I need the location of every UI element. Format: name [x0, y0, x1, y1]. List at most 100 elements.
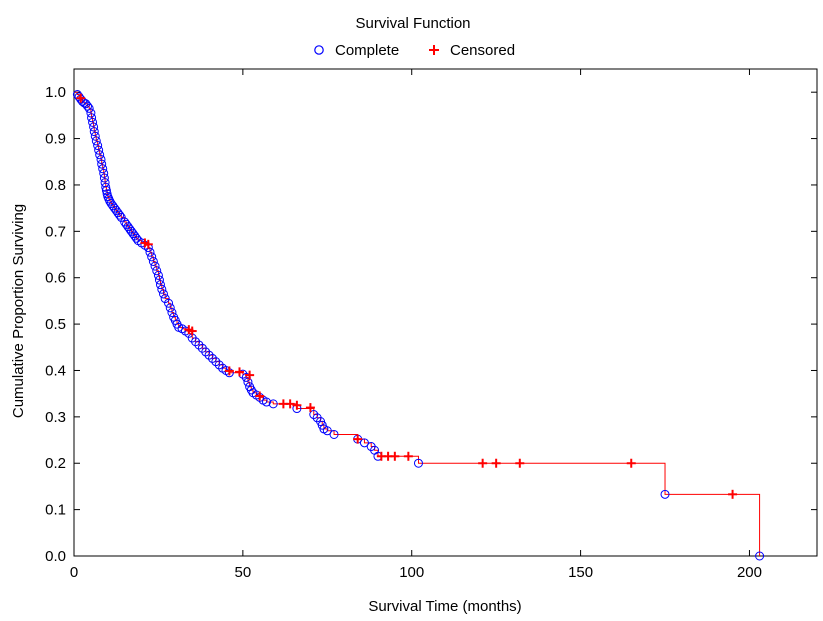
complete-point: [101, 182, 111, 192]
y-axis-label: Cumulative Proportion Surviving: [10, 204, 27, 418]
censored-point: [305, 403, 315, 413]
x-tick-label: 50: [235, 564, 252, 581]
chart-title: Survival Function: [355, 15, 470, 32]
complete-point: [111, 205, 121, 215]
x-tick-label: 150: [568, 564, 593, 581]
censored-point: [245, 370, 255, 380]
complete-point: [153, 270, 163, 280]
complete-point: [99, 173, 109, 183]
complete-point: [131, 233, 141, 243]
complete-point: [214, 360, 224, 370]
complete-point: [191, 337, 201, 347]
complete-point: [329, 429, 339, 439]
complete-point: [86, 108, 96, 118]
complete-point: [130, 231, 140, 241]
complete-point: [413, 458, 423, 468]
censored-point: [478, 458, 488, 468]
complete-point: [93, 141, 103, 151]
complete-point: [89, 127, 99, 137]
complete-point: [157, 284, 167, 294]
y-tick-label: 0.6: [45, 270, 66, 287]
y-tick-label: 0.0: [45, 548, 66, 565]
complete-point: [211, 357, 221, 367]
complete-point: [125, 224, 135, 234]
complete-point: [126, 226, 136, 236]
censored-point: [353, 434, 363, 444]
legend: Complete Censored: [314, 42, 515, 59]
complete-point: [201, 347, 211, 357]
complete-point: [165, 303, 175, 313]
x-axis-label: Survival Time (months): [368, 598, 521, 615]
complete-point: [90, 131, 100, 141]
y-tick-label: 1.0: [45, 84, 66, 101]
complete-point: [120, 217, 130, 227]
y-tick-label: 0.1: [45, 502, 66, 519]
y-axis: 0.0 0.1 0.2 0.3 0.4 0.5 0.6 0.7 0.8 0.9 1.0: [45, 84, 817, 565]
censored-point: [390, 451, 400, 461]
complete-point: [164, 298, 174, 308]
complete-point: [91, 136, 101, 146]
complete-point: [155, 280, 165, 290]
censored-point: [292, 400, 302, 410]
complete-point: [121, 219, 131, 229]
complete-point: [660, 489, 670, 499]
complete-point: [113, 208, 123, 218]
complete-point: [359, 438, 369, 448]
complete-point: [194, 340, 204, 350]
complete-point: [148, 256, 158, 266]
complete-point: [158, 289, 168, 299]
legend-censored-label: Censored: [450, 42, 515, 59]
censored-point: [255, 391, 265, 401]
legend-complete-label: Complete: [335, 42, 399, 59]
censored-point: [224, 366, 234, 376]
complete-point: [128, 229, 138, 239]
complete-point: [160, 294, 170, 304]
complete-point: [322, 426, 332, 436]
censored-point: [76, 93, 86, 103]
complete-point: [97, 159, 107, 169]
y-tick-label: 0.2: [45, 455, 66, 472]
complete-point: [207, 353, 217, 363]
complete-point: [145, 247, 155, 257]
complete-point: [101, 186, 111, 196]
censored-point: [143, 239, 153, 249]
legend-censored-marker: [429, 45, 439, 55]
censored-point: [626, 458, 636, 468]
complete-point: [154, 275, 164, 285]
censored-point: [728, 489, 738, 499]
complete-point: [115, 210, 125, 220]
complete-point: [147, 252, 157, 262]
complete-point: [74, 92, 84, 102]
x-tick-label: 0: [70, 564, 78, 581]
complete-point: [95, 150, 105, 160]
censored-point: [187, 326, 197, 336]
censored-series: [76, 93, 738, 499]
complete-point: [243, 377, 253, 387]
y-tick-label: 0.7: [45, 223, 66, 240]
y-tick-label: 0.9: [45, 131, 66, 148]
complete-point: [116, 212, 126, 222]
complete-point: [108, 201, 118, 211]
censored-point: [234, 367, 244, 377]
complete-point: [87, 113, 97, 123]
y-tick-label: 0.5: [45, 316, 66, 333]
complete-point: [204, 350, 214, 360]
complete-point: [167, 308, 177, 317]
complete-point: [755, 551, 765, 561]
complete-point: [262, 397, 272, 407]
complete-point: [309, 410, 319, 420]
censored-point: [515, 458, 525, 468]
x-tick-label: 100: [399, 564, 424, 581]
y-tick-label: 0.8: [45, 177, 66, 194]
complete-point: [123, 222, 133, 232]
censored-point: [285, 399, 295, 409]
complete-point: [152, 266, 162, 276]
complete-point: [110, 203, 120, 213]
y-tick-label: 0.3: [45, 409, 66, 426]
complete-point: [94, 145, 104, 155]
y-tick-label: 0.4: [45, 362, 66, 379]
complete-point: [246, 385, 256, 395]
censored-point: [491, 458, 501, 468]
complete-point: [88, 117, 98, 127]
